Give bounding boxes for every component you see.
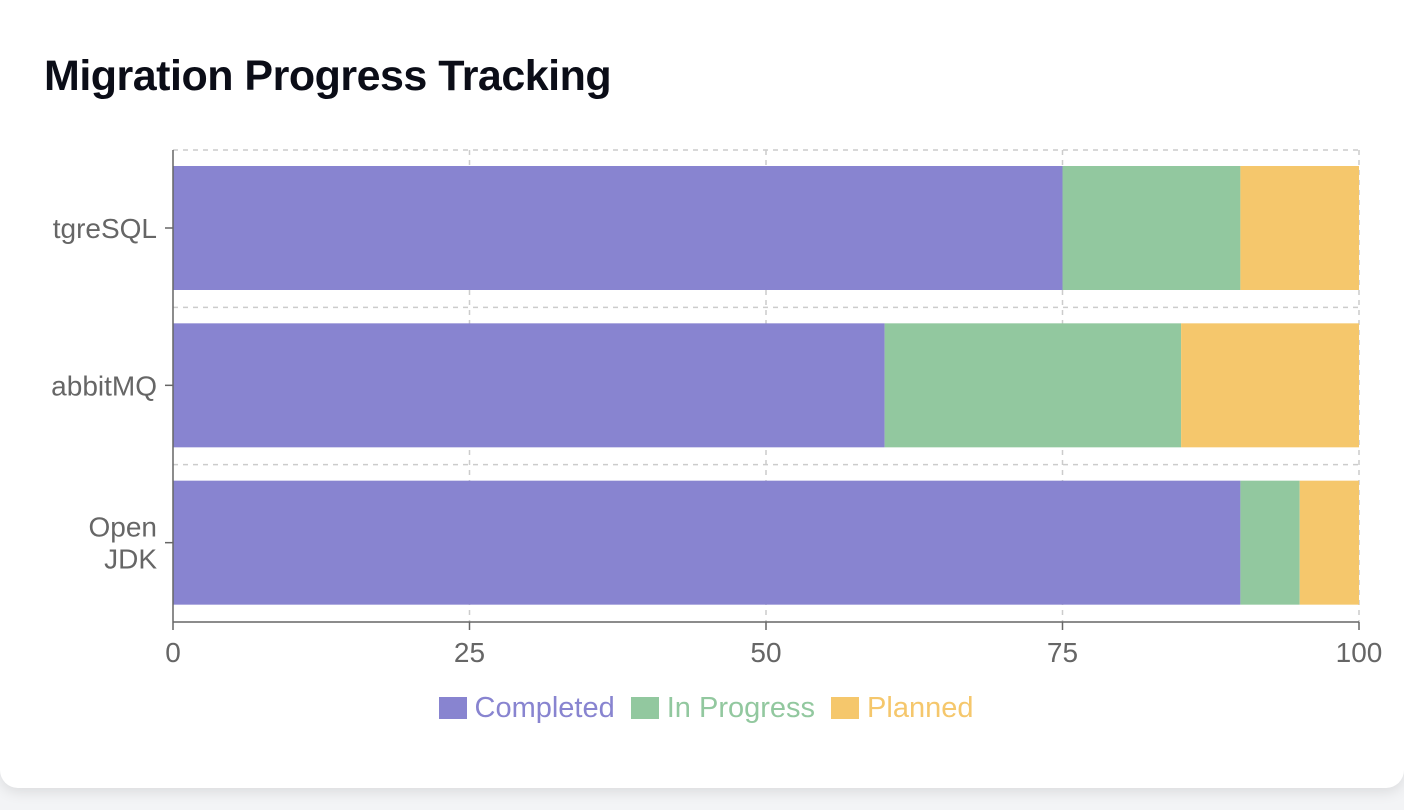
y-category-label: tgreSQL	[53, 213, 157, 244]
bar-planned	[1181, 323, 1359, 448]
y-category-label: abbitMQ	[51, 370, 157, 401]
legend-label-completed: Completed	[474, 691, 615, 724]
bar-completed	[173, 166, 1063, 290]
chart-legend: Completed In Progress Planned	[0, 688, 1404, 728]
bar-completed	[173, 480, 1241, 605]
bar-in-progress	[1240, 480, 1300, 605]
legend-item-completed[interactable]: Completed	[438, 691, 615, 725]
chart-title: Migration Progress Tracking	[44, 52, 612, 100]
legend-swatch-completed	[438, 697, 467, 719]
legend-swatch-in-progress	[630, 697, 659, 719]
x-tick-label: 100	[1336, 637, 1383, 668]
y-category-label: JDK	[104, 544, 157, 575]
x-tick-label: 75	[1047, 637, 1078, 668]
legend-item-planned[interactable]: Planned	[831, 692, 973, 725]
bar-in-progress	[1062, 166, 1241, 290]
legend-label-in-progress: In Progress	[666, 691, 816, 724]
legend-label-planned: Planned	[867, 691, 974, 724]
x-tick-label: 0	[165, 637, 181, 668]
bar-planned	[1240, 166, 1359, 290]
legend-item-in-progress[interactable]: In Progress	[630, 691, 816, 725]
chart-card: Migration Progress Tracking 0 25 50 75 100 tg…	[0, 0, 1404, 788]
legend-swatch-planned	[831, 697, 860, 719]
bar-planned	[1299, 480, 1359, 605]
bar-in-progress	[884, 323, 1182, 448]
y-category-label: Open	[89, 512, 158, 543]
bars-layer	[173, 166, 1359, 605]
x-tick-label: 25	[454, 637, 485, 668]
x-tick-label: 50	[750, 637, 781, 668]
bar-completed	[173, 323, 885, 448]
